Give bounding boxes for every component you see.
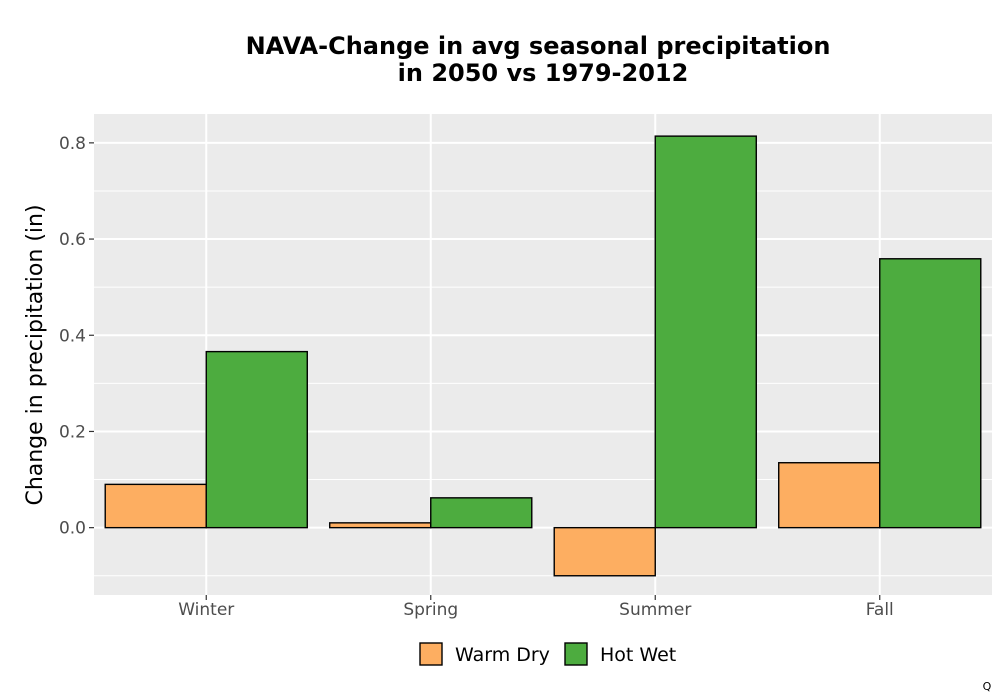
x-tick-label: Spring	[403, 600, 458, 620]
x-tick-label: Fall	[866, 600, 894, 620]
bar-hot-wet-winter	[205, 350, 308, 529]
chart-title-line-2: in 2050 vs 1979-2012	[398, 59, 689, 87]
x-tick-label: Summer	[619, 600, 691, 620]
bars	[104, 135, 982, 577]
y-tick-label: 0.8	[59, 134, 86, 154]
y-axis-title: Change in precipitation (in)	[23, 204, 48, 505]
chart-title-line-1: NAVA-Change in avg seasonal precipitatio…	[246, 32, 831, 60]
y-tick-label: 0.0	[59, 519, 86, 539]
y-tick-label: 0.6	[59, 230, 86, 250]
legend-key-warm-dry	[419, 642, 443, 666]
bar-warm-dry-summer	[553, 526, 656, 577]
bar-hot-wet-spring	[430, 497, 533, 529]
x-axis-ticks: Winter Spring Summer Fall	[178, 595, 894, 620]
legend: Warm Dry Hot Wet	[419, 642, 676, 666]
bar-hot-wet-summer	[654, 135, 757, 529]
legend-label: Hot Wet	[600, 644, 676, 666]
bar-hot-wet-fall	[879, 258, 982, 529]
legend-key-hot-wet	[564, 642, 588, 666]
y-tick-label: 0.4	[59, 326, 86, 346]
legend-label: Warm Dry	[455, 644, 550, 666]
x-tick-label: Winter	[178, 600, 234, 620]
corner-mark: Q	[983, 680, 992, 693]
bar-warm-dry-spring	[329, 522, 432, 529]
bar-warm-dry-winter	[104, 483, 207, 529]
bar-warm-dry-fall	[778, 462, 881, 529]
y-axis-ticks: 0.0 0.2 0.4 0.6 0.8	[59, 134, 94, 539]
y-tick-label: 0.2	[59, 422, 86, 442]
